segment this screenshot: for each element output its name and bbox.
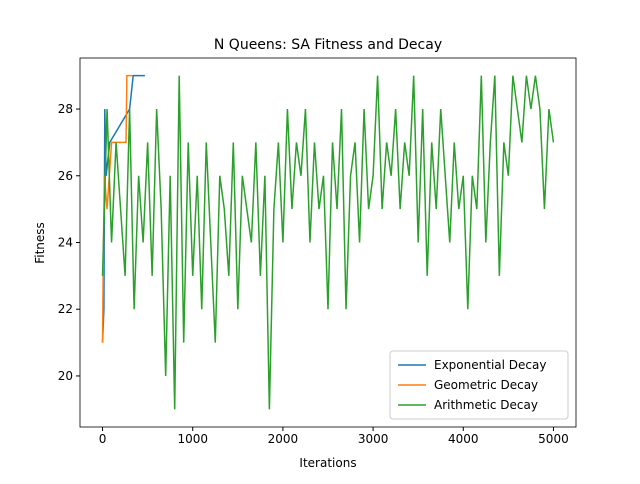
x-tick-label: 0 — [99, 432, 107, 446]
x-tick-label: 2000 — [268, 432, 299, 446]
x-tick-label: 3000 — [358, 432, 389, 446]
legend-label: Geometric Decay — [434, 378, 538, 392]
y-axis-label: Fitness — [33, 222, 47, 264]
chart-title: N Queens: SA Fitness and Decay — [214, 37, 442, 53]
y-tick-label: 24 — [58, 236, 73, 250]
y-tick-label: 22 — [58, 302, 73, 316]
y-tick-label: 28 — [58, 102, 73, 116]
legend-label: Arithmetic Decay — [434, 398, 538, 412]
y-tick-label: 20 — [58, 369, 73, 383]
x-tick-label: 5000 — [538, 432, 569, 446]
x-tick-label: 1000 — [177, 432, 208, 446]
series-line — [101, 74, 145, 343]
legend-label: Exponential Decay — [434, 358, 546, 372]
legend-box — [389, 350, 569, 420]
y-tick-label: 26 — [58, 169, 73, 183]
plot-frame — [79, 57, 577, 428]
x-tick-label: 4000 — [448, 432, 479, 446]
series-line — [101, 75, 555, 410]
x-axis-label: Iterations — [299, 456, 356, 470]
